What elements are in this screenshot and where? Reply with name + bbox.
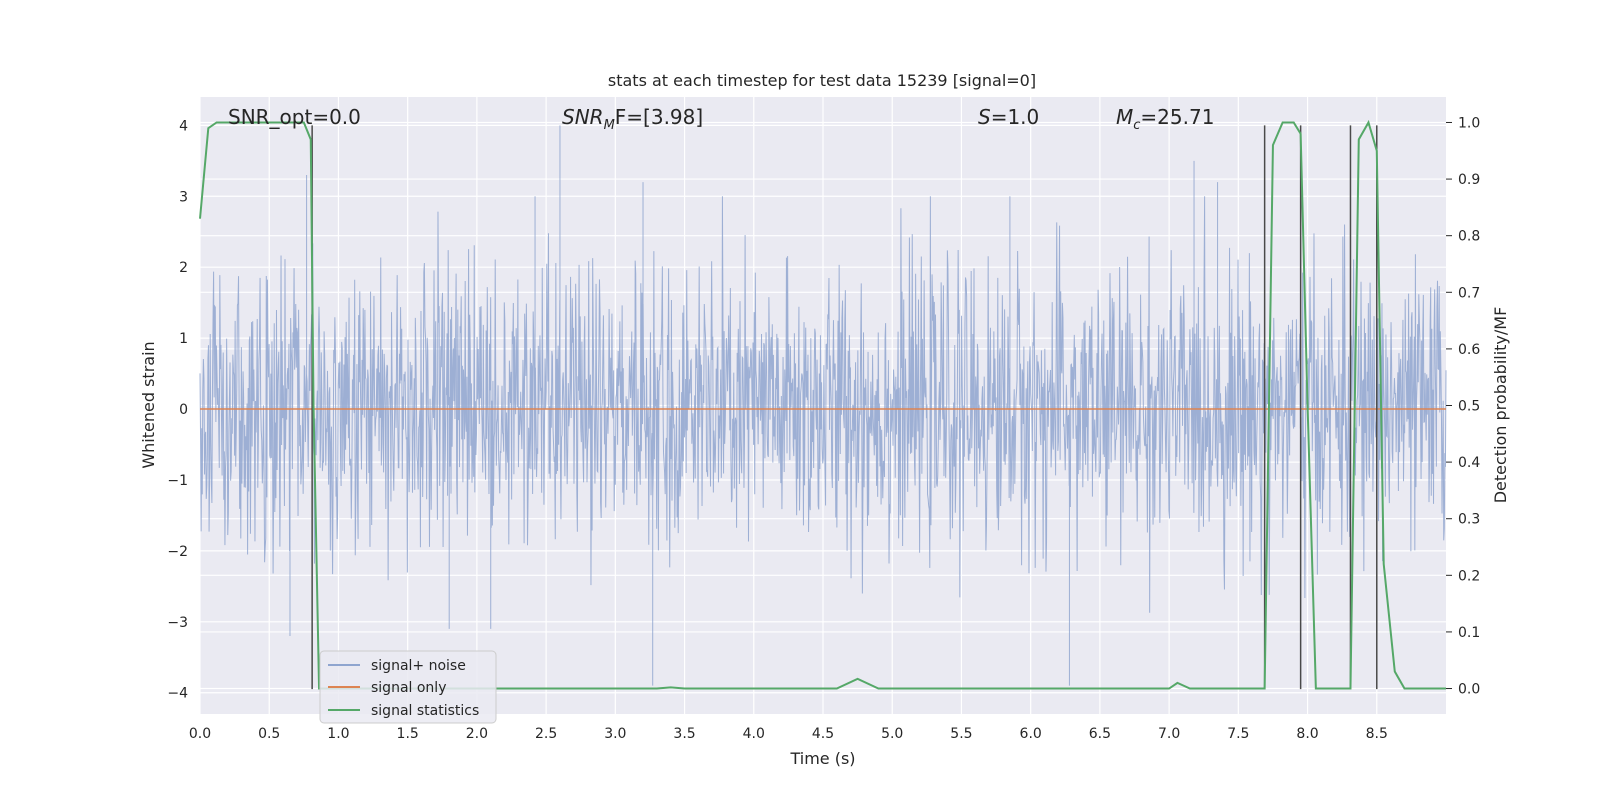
y-right-tick-label: 0.7 bbox=[1458, 285, 1480, 301]
y-left-tick-label: 3 bbox=[179, 189, 188, 205]
x-tick-label: 6.5 bbox=[1089, 726, 1111, 742]
x-tick-label: 3.0 bbox=[604, 726, 626, 742]
y-right-tick-label: 0.9 bbox=[1458, 172, 1480, 188]
y-right-ticks: 0.0 0.1 0.2 0.3 0.4 0.5 0.6 0.7 0.8 0.9 1.0 bbox=[1446, 115, 1480, 698]
x-tick-label: 0.5 bbox=[258, 726, 280, 742]
x-tick-label: 5.5 bbox=[950, 726, 972, 742]
annotation-snr-opt: SNR_opt=0.0 bbox=[228, 105, 361, 129]
x-tick-label: 5.0 bbox=[881, 726, 903, 742]
annotation-mc: Mc=25.71 bbox=[1116, 105, 1214, 133]
annotation-mc-suffix: =25.71 bbox=[1140, 105, 1214, 129]
y-left-tick-label: −2 bbox=[167, 544, 188, 560]
x-tick-label: 2.0 bbox=[466, 726, 488, 742]
annotation-s: S=1.0 bbox=[978, 105, 1039, 129]
noise-trace bbox=[199, 125, 1447, 686]
legend-box bbox=[319, 650, 497, 724]
x-axis-label: Time (s) bbox=[789, 749, 855, 768]
annotation-mc-base: M bbox=[1116, 105, 1133, 129]
x-tick-label: 4.5 bbox=[812, 726, 834, 742]
y-right-tick-label: 1.0 bbox=[1458, 115, 1480, 131]
x-tick-label: 1.5 bbox=[397, 726, 419, 742]
y-left-tick-label: −4 bbox=[167, 686, 188, 702]
y-left-tick-label: 0 bbox=[179, 402, 188, 418]
legend-label-statistics: signal statistics bbox=[371, 703, 479, 719]
x-ticks: 0.0 0.5 1.0 1.5 2.0 2.5 3.0 3.5 4.0 4.5 5.0 5.5 6.0 6… bbox=[189, 726, 1388, 742]
annotation-s-base: S bbox=[978, 105, 991, 129]
y-left-tick-label: −1 bbox=[167, 473, 188, 489]
x-tick-label: 3.5 bbox=[673, 726, 695, 742]
x-tick-label: 6.0 bbox=[1020, 726, 1042, 742]
statistics-series-line bbox=[199, 119, 1446, 690]
x-tick-label: 2.5 bbox=[535, 726, 557, 742]
y-right-tick-label: 0.4 bbox=[1458, 455, 1480, 471]
y-left-tick-label: 1 bbox=[179, 331, 188, 347]
y-right-tick-label: 0.1 bbox=[1458, 625, 1480, 641]
annotation-snr-mf: SNRMF=[3.98] bbox=[562, 105, 703, 133]
annotation-snr-mf-sub: M bbox=[604, 118, 615, 133]
y-left-tick-label: 4 bbox=[179, 118, 188, 134]
annotation-snr-mf-base: SNR bbox=[562, 105, 604, 129]
x-tick-label: 1.0 bbox=[327, 726, 349, 742]
chart-title: stats at each timestep for test data 152… bbox=[608, 71, 1036, 90]
y-right-tick-label: 0.3 bbox=[1458, 512, 1480, 528]
y-right-tick-label: 0.8 bbox=[1458, 229, 1480, 245]
y-left-axis-label: Whitened strain bbox=[139, 341, 158, 468]
x-tick-label: 7.5 bbox=[1227, 726, 1249, 742]
x-tick-label: 8.5 bbox=[1366, 726, 1388, 742]
y-left-tick-label: −3 bbox=[167, 615, 188, 631]
x-tick-label: 8.0 bbox=[1296, 726, 1318, 742]
statistics-trace bbox=[199, 119, 1446, 690]
x-tick-label: 4.0 bbox=[743, 726, 765, 742]
annotation-mc-sub: c bbox=[1133, 118, 1140, 133]
y-right-tick-label: 0.6 bbox=[1458, 342, 1480, 358]
y-left-tick-label: 2 bbox=[179, 260, 188, 276]
legend-label-signal-only: signal only bbox=[371, 680, 446, 696]
x-tick-label: 0.0 bbox=[189, 726, 211, 742]
y-right-tick-label: 0.5 bbox=[1458, 399, 1480, 415]
y-right-axis-label: Detection probability/MF bbox=[1491, 307, 1510, 504]
y-left-ticks: −4 −3 −2 −1 0 1 2 3 4 bbox=[167, 118, 188, 701]
annotation-snr-mf-suffix: F=[3.98] bbox=[615, 105, 703, 129]
legend-label-noise: signal+ noise bbox=[371, 658, 466, 674]
y-right-tick-label: 0.2 bbox=[1458, 568, 1480, 584]
annotation-s-suffix: =1.0 bbox=[991, 105, 1040, 129]
x-tick-label: 7.0 bbox=[1158, 726, 1180, 742]
legend: signal+ noise signal only signal statist… bbox=[319, 650, 497, 724]
noise-series-line bbox=[199, 125, 1447, 686]
y-right-tick-label: 0.0 bbox=[1458, 682, 1480, 698]
